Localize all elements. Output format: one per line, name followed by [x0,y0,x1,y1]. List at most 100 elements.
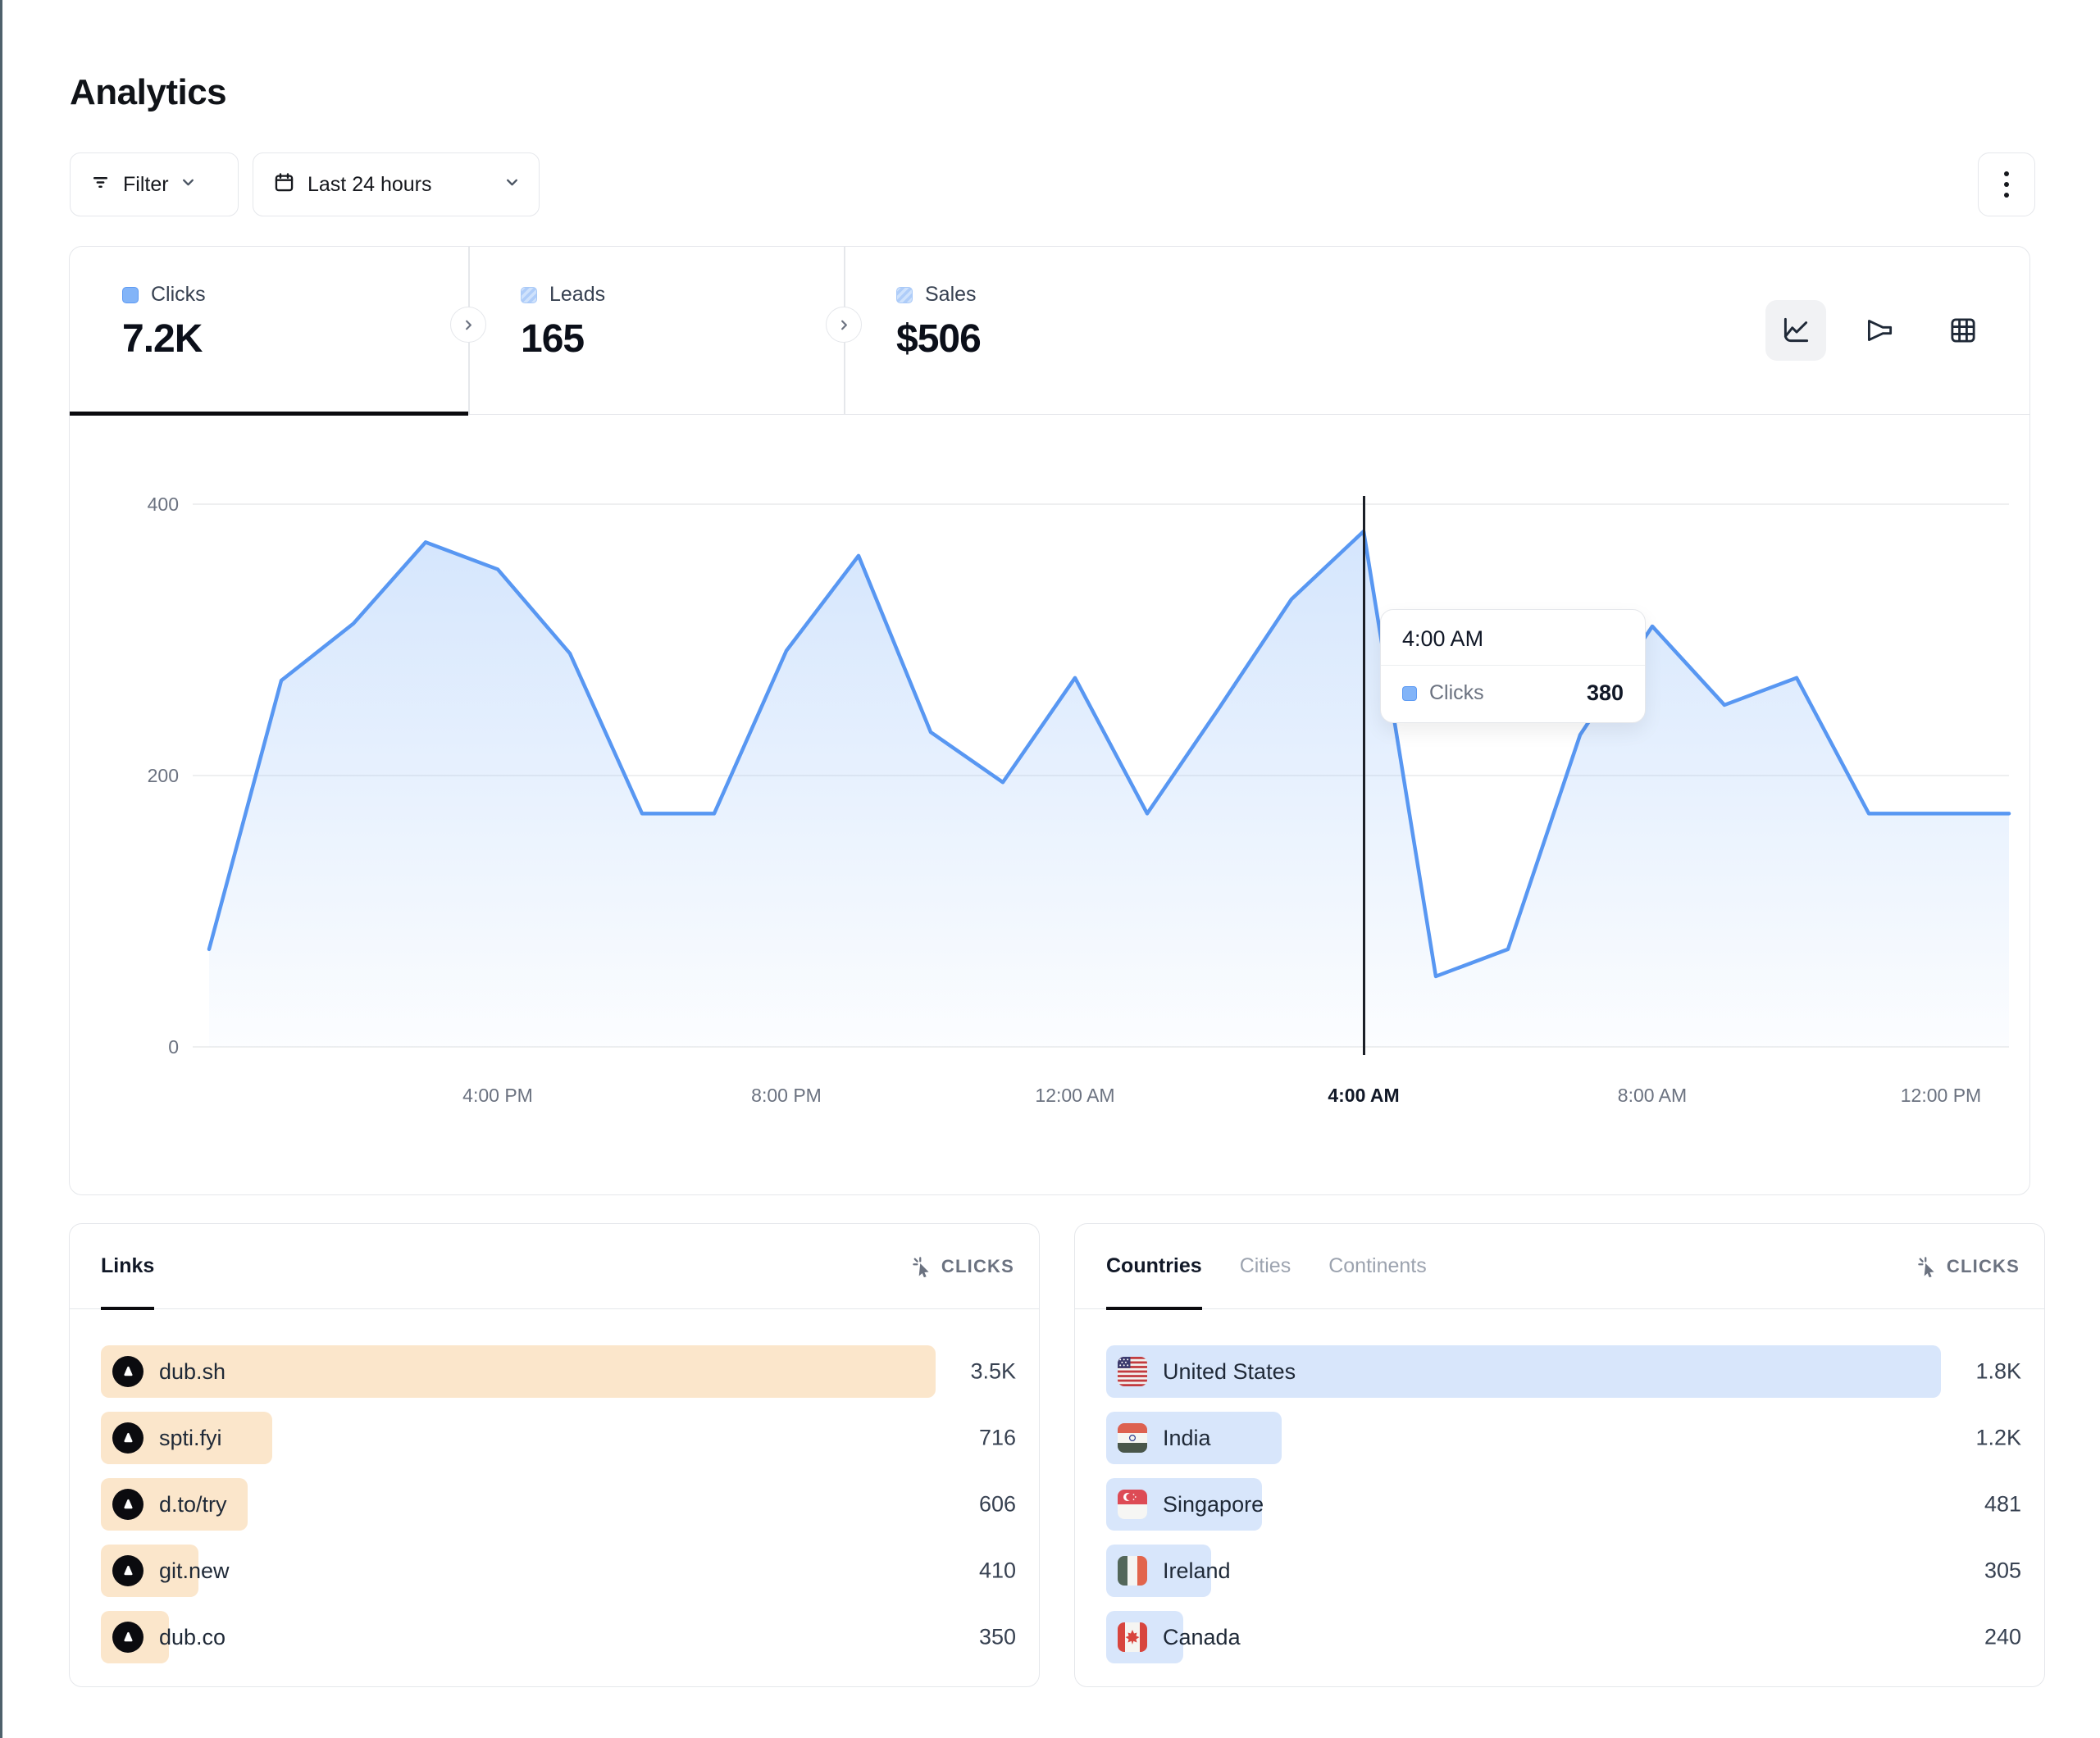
country-row[interactable]: Ireland 305 [1106,1545,2021,1597]
date-range-label: Last 24 hours [307,172,432,196]
funnel-chart-toggle-button[interactable] [1849,300,1910,361]
countries-metric-label: CLICKS [1946,1255,2020,1276]
link-row[interactable]: d.to/try 606 [101,1478,1016,1531]
filter-button[interactable]: Filter [70,152,239,216]
chart-type-toggle [1765,277,1993,384]
chevron-right-icon [465,320,471,330]
link-label: git.new [159,1558,230,1583]
link-label: d.to/try [159,1491,227,1517]
clicks-area-chart[interactable]: 0 200 400 4:00 PM 8:00 PM 12:00 AM 4:00 AM 8:00… [70,415,2029,1194]
link-label: dub.sh [159,1358,226,1384]
tooltip-series-name: Clicks [1429,681,1484,704]
tab-countries[interactable]: Countries [1106,1224,1202,1310]
left-edge-strip [0,0,2,1738]
dub-logo-icon [112,1422,143,1454]
link-row[interactable]: dub.sh 3.5K [101,1345,1016,1398]
chevron-down-icon [181,175,195,193]
leads-label: Leads [549,283,606,306]
stat-tabs-row: Clicks 7.2K Leads 165 Sales $506 [70,247,2029,416]
chevron-right-icon [840,320,847,330]
country-row[interactable]: Singapore 481 [1106,1478,2021,1531]
sales-label: Sales [925,283,977,306]
dub-logo-icon [112,1622,143,1653]
country-label: Singapore [1163,1491,1264,1517]
filter-icon [90,172,111,197]
analytics-card: Clicks 7.2K Leads 165 Sales $506 [69,246,2030,1195]
dub-logo-icon [112,1555,143,1586]
date-range-button[interactable]: Last 24 hours [253,152,540,216]
tooltip-value: 380 [1586,680,1624,705]
page-title: Analytics [70,72,227,112]
links-metric-header[interactable]: CLICKS [911,1224,1014,1308]
india-flag-icon [1118,1423,1147,1453]
expand-clicks-leads-button[interactable] [450,307,486,343]
more-options-button[interactable] [1978,152,2035,216]
active-tab-underline [70,412,468,416]
dub-logo-icon [112,1489,143,1520]
sales-value: $506 [896,317,982,361]
svg-text:4:00 AM: 4:00 AM [1328,1085,1399,1106]
clicks-legend-swatch [122,286,139,303]
cursor-click-icon [913,1257,929,1277]
link-row[interactable]: git.new 410 [101,1545,1016,1597]
tab-clicks[interactable]: Clicks 7.2K [70,247,468,414]
dub-logo-icon [112,1356,143,1387]
svg-text:8:00 PM: 8:00 PM [751,1085,822,1106]
svg-text:12:00 AM: 12:00 AM [1035,1085,1114,1106]
chart-tooltip: 4:00 AM Clicks 380 [1380,609,1646,723]
us-flag-icon [1118,1357,1147,1386]
funnel-icon [1867,320,1893,341]
expand-leads-sales-button[interactable] [826,307,862,343]
svg-text:12:00 PM: 12:00 PM [1901,1085,1981,1106]
country-clicks-value: 240 [1984,1624,2021,1649]
countries-panel: Countries Cities Continents CLICKS Unite… [1074,1223,2045,1687]
country-row[interactable]: Canada 240 [1106,1611,2021,1663]
link-clicks-value: 606 [978,1491,1016,1517]
tab-sales[interactable]: Sales $506 [844,247,1336,414]
calendar-icon [273,171,295,198]
line-chart-icon [1783,317,1809,343]
country-label: Ireland [1163,1558,1231,1583]
svg-text:4:00 PM: 4:00 PM [462,1085,533,1106]
ireland-flag-icon [1118,1556,1147,1586]
country-clicks-value: 1.8K [1975,1358,2021,1384]
tab-leads[interactable]: Leads 165 [468,247,844,414]
links-panel: Links CLICKS dub.sh 3.5K spti.fyi [69,1223,1040,1687]
chart-crosshair [1362,496,1365,1055]
country-clicks-value: 305 [1984,1558,2021,1583]
country-clicks-value: 481 [1984,1491,2021,1517]
leads-value: 165 [521,317,585,361]
tab-links[interactable]: Links [101,1224,155,1310]
country-label: India [1163,1425,1211,1450]
link-row[interactable]: spti.fyi 716 [101,1412,1016,1464]
cursor-click-icon [1918,1257,1934,1277]
link-clicks-value: 3.5K [970,1358,1016,1384]
line-chart-toggle-button[interactable] [1765,300,1826,361]
country-row[interactable]: United States 1.8K [1106,1345,2021,1398]
tooltip-series-swatch [1402,685,1417,701]
link-row[interactable]: dub.co 350 [101,1611,1016,1663]
link-clicks-value: 350 [978,1624,1016,1649]
link-clicks-value: 716 [978,1425,1016,1450]
tab-cities[interactable]: Cities [1239,1254,1291,1277]
country-row[interactable]: India 1.2K [1106,1412,2021,1464]
countries-metric-header[interactable]: CLICKS [1916,1224,2020,1308]
svg-text:200: 200 [148,765,179,786]
links-metric-label: CLICKS [941,1255,1014,1276]
link-clicks-value: 410 [978,1558,1016,1583]
svg-text:8:00 AM: 8:00 AM [1618,1085,1687,1106]
link-label: spti.fyi [159,1425,222,1450]
tab-continents[interactable]: Continents [1328,1254,1427,1277]
clicks-label: Clicks [151,283,206,306]
table-toggle-button[interactable] [1933,300,1993,361]
svg-text:400: 400 [148,494,179,515]
singapore-flag-icon [1118,1490,1147,1519]
chevron-down-icon [505,175,519,193]
canada-flag-icon [1118,1622,1147,1652]
table-grid-icon [1951,318,1975,343]
country-label: United States [1163,1358,1296,1384]
link-label: dub.co [159,1624,226,1649]
filter-button-label: Filter [123,172,169,196]
country-label: Canada [1163,1624,1241,1649]
